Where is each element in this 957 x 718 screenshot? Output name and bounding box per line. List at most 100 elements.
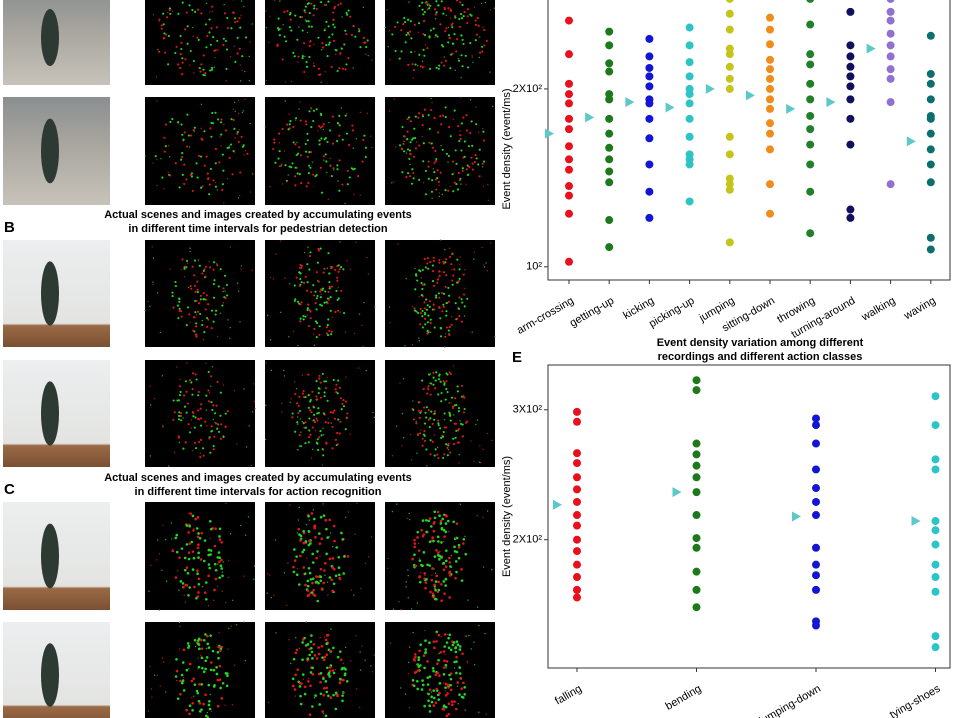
event-dot xyxy=(214,49,217,52)
event-dot xyxy=(178,186,181,189)
event-dot xyxy=(313,327,316,331)
data-point xyxy=(565,99,573,108)
data-point xyxy=(725,132,734,141)
event-dot xyxy=(450,700,454,703)
event-dot xyxy=(224,412,227,415)
event-dot xyxy=(213,544,217,548)
noise-dot xyxy=(144,309,146,312)
data-point xyxy=(605,27,614,36)
event-dot xyxy=(326,666,329,670)
noise-dot xyxy=(424,574,426,577)
event-dot xyxy=(207,303,210,306)
noise-dot xyxy=(194,645,197,648)
event-dot xyxy=(197,38,200,41)
event-dot xyxy=(278,34,282,37)
noise-dot xyxy=(199,67,201,69)
event-dot xyxy=(185,668,189,672)
event-dot xyxy=(447,702,451,705)
event-dot xyxy=(299,320,302,323)
event-dot xyxy=(423,704,426,708)
noise-dot xyxy=(333,169,335,171)
event-dot xyxy=(212,35,215,39)
event-dot xyxy=(427,418,430,421)
event-dot xyxy=(435,66,438,69)
noise-dot xyxy=(438,192,441,194)
data-point xyxy=(725,9,734,18)
event-dot xyxy=(212,320,215,323)
event-dot xyxy=(196,595,200,598)
noise-dot xyxy=(178,648,181,650)
noise-dot xyxy=(225,80,227,82)
data-point xyxy=(926,114,935,123)
event-dot xyxy=(205,394,208,397)
event-dot xyxy=(202,638,206,642)
event-dot xyxy=(318,542,322,545)
data-point xyxy=(573,585,581,594)
data-point xyxy=(766,84,774,93)
noise-dot xyxy=(316,308,318,311)
event-dot xyxy=(443,8,446,11)
event-dot xyxy=(430,695,433,699)
event-dot xyxy=(202,68,205,71)
event-dot xyxy=(286,123,289,126)
event-dot xyxy=(295,276,298,279)
event-dot xyxy=(421,8,424,11)
noise-dot xyxy=(193,130,195,132)
noise-dot xyxy=(303,251,306,254)
event-dot xyxy=(185,583,189,587)
event-dot xyxy=(318,125,321,128)
mean-marker xyxy=(553,499,562,510)
noise-dot xyxy=(173,452,176,454)
event-dot xyxy=(277,28,280,31)
noise-dot xyxy=(272,278,274,280)
event-dot xyxy=(423,422,427,425)
event-dot xyxy=(436,281,439,284)
noise-dot xyxy=(372,411,374,414)
event-dot xyxy=(199,294,203,297)
data-point xyxy=(725,25,734,34)
event-dot xyxy=(435,574,438,578)
event-dot xyxy=(312,294,316,297)
event-dot xyxy=(421,66,424,69)
noise-dot xyxy=(171,10,174,12)
event-dot xyxy=(441,114,445,117)
data-point xyxy=(573,535,581,544)
event-dot xyxy=(436,278,439,281)
event-dot xyxy=(171,294,174,298)
noise-dot xyxy=(223,3,225,6)
noise-dot xyxy=(472,61,474,64)
event-dot xyxy=(445,274,448,277)
event-dot xyxy=(324,380,328,383)
noise-dot xyxy=(298,26,300,28)
event-dot xyxy=(427,409,430,412)
event-dot xyxy=(201,272,204,275)
event-dot xyxy=(299,317,302,320)
event-dot xyxy=(239,26,242,29)
event-dot xyxy=(294,673,297,677)
event-dot xyxy=(304,421,307,424)
noise-dot xyxy=(219,136,221,138)
data-point xyxy=(645,63,654,72)
event-dot xyxy=(310,126,313,129)
noise-dot xyxy=(311,419,314,422)
data-point xyxy=(812,484,820,493)
data-point xyxy=(573,497,581,506)
event-dot xyxy=(197,409,200,412)
event-dot xyxy=(440,527,444,531)
event-dot xyxy=(338,432,341,435)
event-dot xyxy=(169,12,172,15)
noise-dot xyxy=(311,448,314,451)
noise-dot xyxy=(242,110,244,112)
event-dot xyxy=(447,41,450,44)
event-dot xyxy=(181,61,184,64)
noise-dot xyxy=(252,173,254,175)
noise-dot xyxy=(168,156,171,158)
event-dot xyxy=(198,647,201,651)
event-dot xyxy=(306,263,309,266)
event-dot xyxy=(308,713,312,716)
event-dot xyxy=(197,665,201,669)
event-dot xyxy=(181,152,184,155)
noise-dot xyxy=(245,446,248,448)
event-dot xyxy=(335,546,338,549)
event-dot xyxy=(442,292,446,295)
